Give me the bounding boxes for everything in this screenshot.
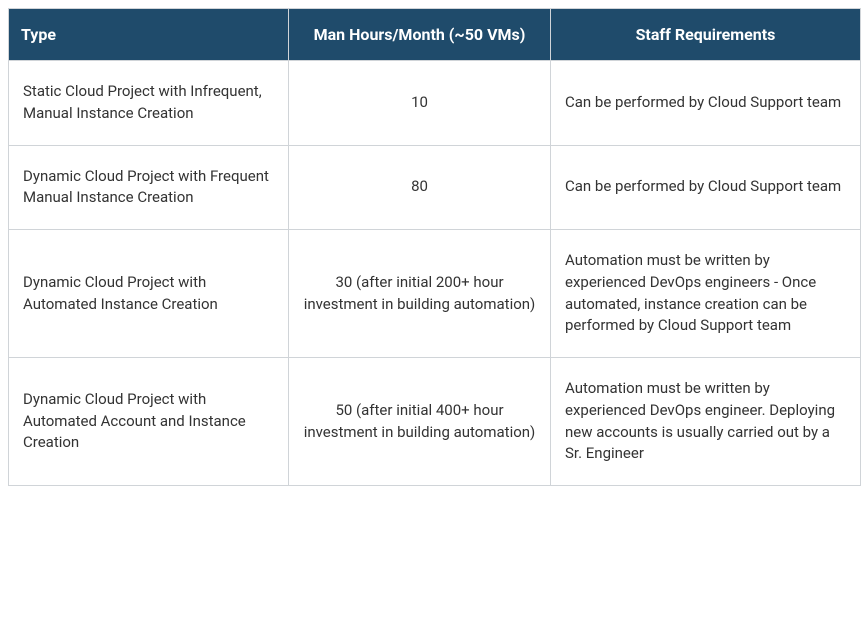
- cell-hours: 10: [289, 61, 551, 146]
- cell-staff: Can be performed by Cloud Support team: [551, 145, 861, 230]
- header-row: Type Man Hours/Month (~50 VMs) Staff Req…: [9, 9, 861, 61]
- cell-hours: 50 (after initial 400+ hour investment i…: [289, 358, 551, 486]
- header-type: Type: [9, 9, 289, 61]
- header-staff: Staff Requirements: [551, 9, 861, 61]
- table-row: Dynamic Cloud Project with Automated Ins…: [9, 230, 861, 358]
- cell-type: Dynamic Cloud Project with Automated Acc…: [9, 358, 289, 486]
- cell-type: Static Cloud Project with Infrequent, Ma…: [9, 61, 289, 146]
- cell-staff: Automation must be written by experience…: [551, 230, 861, 358]
- cell-type: Dynamic Cloud Project with Frequent Manu…: [9, 145, 289, 230]
- cell-hours: 30 (after initial 200+ hour investment i…: [289, 230, 551, 358]
- cloud-project-comparison-table: Type Man Hours/Month (~50 VMs) Staff Req…: [8, 8, 861, 486]
- cell-type: Dynamic Cloud Project with Automated Ins…: [9, 230, 289, 358]
- table-row: Static Cloud Project with Infrequent, Ma…: [9, 61, 861, 146]
- header-hours: Man Hours/Month (~50 VMs): [289, 9, 551, 61]
- table-row: Dynamic Cloud Project with Automated Acc…: [9, 358, 861, 486]
- cell-hours: 80: [289, 145, 551, 230]
- table-body: Static Cloud Project with Infrequent, Ma…: [9, 61, 861, 486]
- table-row: Dynamic Cloud Project with Frequent Manu…: [9, 145, 861, 230]
- table-header: Type Man Hours/Month (~50 VMs) Staff Req…: [9, 9, 861, 61]
- cell-staff: Automation must be written by experience…: [551, 358, 861, 486]
- cell-staff: Can be performed by Cloud Support team: [551, 61, 861, 146]
